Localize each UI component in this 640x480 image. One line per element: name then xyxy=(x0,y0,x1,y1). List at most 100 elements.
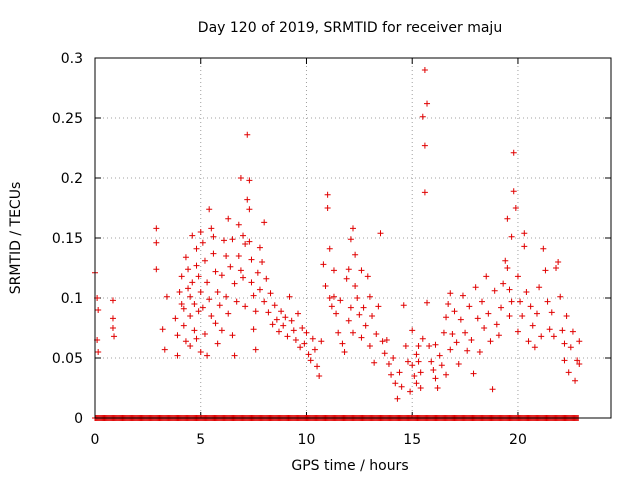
data-point xyxy=(514,328,521,335)
data-point xyxy=(263,275,270,282)
data-point xyxy=(292,337,299,343)
data-point xyxy=(288,317,295,324)
data-point xyxy=(536,284,543,291)
data-point xyxy=(229,236,236,243)
data-point xyxy=(576,338,583,345)
data-point xyxy=(424,100,431,107)
data-point xyxy=(178,273,185,280)
data-point xyxy=(464,347,471,354)
data-point xyxy=(240,274,247,281)
data-point xyxy=(459,292,466,299)
data-point xyxy=(546,326,553,333)
data-point xyxy=(95,307,102,313)
data-point xyxy=(295,310,302,317)
data-point xyxy=(256,286,263,293)
data-point xyxy=(187,313,194,319)
data-point xyxy=(159,326,166,333)
data-point xyxy=(265,309,272,316)
data-point xyxy=(282,314,289,321)
data-point xyxy=(362,322,369,329)
data-point xyxy=(466,303,473,310)
data-point xyxy=(493,321,500,328)
data-point xyxy=(445,301,452,307)
data-point xyxy=(201,257,208,264)
data-point xyxy=(531,344,538,351)
data-point xyxy=(185,285,192,292)
data-point xyxy=(182,254,189,261)
data-point xyxy=(195,273,202,280)
data-point xyxy=(567,344,574,351)
data-point xyxy=(187,343,194,349)
data-point xyxy=(508,233,515,240)
data-point xyxy=(557,293,564,300)
data-point xyxy=(244,131,251,138)
data-point xyxy=(392,380,399,387)
data-point xyxy=(320,261,327,268)
data-point xyxy=(402,343,409,349)
data-point xyxy=(193,262,200,269)
data-point xyxy=(455,361,462,367)
data-point xyxy=(360,304,367,311)
data-point xyxy=(210,233,217,240)
data-point xyxy=(204,352,211,359)
data-point xyxy=(407,388,414,395)
data-point xyxy=(335,329,342,336)
data-point xyxy=(197,349,204,355)
data-point xyxy=(248,256,255,263)
data-point xyxy=(180,305,187,312)
data-point xyxy=(514,273,521,280)
data-point xyxy=(574,357,581,364)
data-point xyxy=(553,265,560,271)
chart-title: Day 120 of 2019, SRMTID for receiver maj… xyxy=(198,20,502,36)
data-point xyxy=(250,326,257,333)
data-point xyxy=(350,225,356,232)
y-tick-label: 0.15 xyxy=(52,231,83,247)
data-point xyxy=(176,289,183,295)
data-point xyxy=(390,355,397,361)
data-point xyxy=(235,221,242,228)
data-point xyxy=(555,259,562,265)
data-point xyxy=(398,383,405,390)
data-point xyxy=(485,310,492,317)
data-point xyxy=(417,369,424,376)
y-tick-label: 0.05 xyxy=(52,351,83,367)
data-point xyxy=(347,236,354,243)
data-point xyxy=(415,358,422,365)
data-point xyxy=(538,333,545,340)
data-point xyxy=(297,344,304,351)
data-point xyxy=(242,303,249,310)
data-point xyxy=(479,298,485,305)
data-point xyxy=(187,293,194,300)
data-point xyxy=(421,67,428,73)
data-point xyxy=(199,239,206,246)
data-point xyxy=(358,267,365,274)
data-point xyxy=(227,263,234,270)
data-point xyxy=(495,332,502,339)
data-point xyxy=(197,289,204,295)
data-point xyxy=(284,333,291,340)
data-point xyxy=(235,253,242,259)
data-point xyxy=(322,283,329,289)
data-point xyxy=(565,369,572,376)
data-point xyxy=(366,293,373,300)
data-point xyxy=(301,340,308,347)
data-point xyxy=(561,357,568,364)
data-point xyxy=(474,315,481,322)
data-point xyxy=(502,257,509,264)
data-point xyxy=(489,386,496,393)
data-point xyxy=(231,352,238,359)
data-point xyxy=(223,253,230,259)
data-point xyxy=(447,290,454,297)
data-point xyxy=(417,385,424,391)
data-point xyxy=(436,352,443,359)
data-point xyxy=(487,338,494,345)
data-point xyxy=(383,337,390,343)
data-point xyxy=(426,343,433,349)
data-point xyxy=(273,316,280,323)
data-point xyxy=(470,370,477,377)
data-point xyxy=(316,373,323,379)
data-point xyxy=(364,273,371,280)
data-point xyxy=(178,301,185,307)
data-point xyxy=(197,229,204,235)
